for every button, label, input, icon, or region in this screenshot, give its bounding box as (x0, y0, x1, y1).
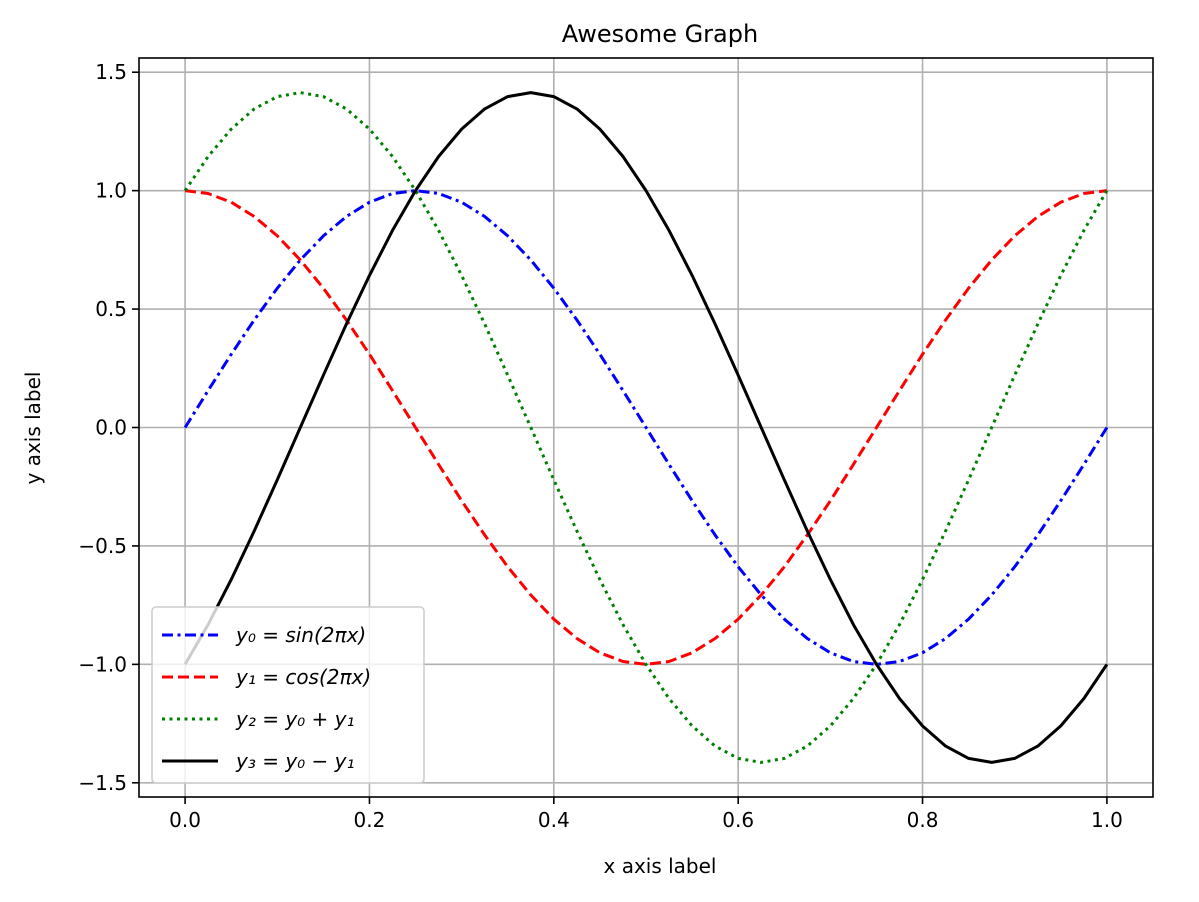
y-tick-label: −1.5 (78, 771, 127, 795)
x-tick-label: 0.0 (169, 808, 201, 832)
y-tick-label: −1.0 (78, 652, 127, 676)
series-line-1 (184, 189, 1108, 666)
ticks: 0.0 0.2 0.4 0.6 0.8 1.0 −1.5 −1.0 −0.5 0.0 0.5 1.0 1… (78, 60, 1122, 832)
x-tick-label: 0.2 (354, 808, 386, 832)
series-line-2 (183, 91, 1109, 764)
x-tick-label: 0.8 (907, 808, 939, 832)
series-line-0 (183, 189, 1109, 666)
chart-title: Awesome Graph (562, 20, 758, 48)
legend-label-0: y₀ = sin(2πx) (235, 623, 366, 647)
legend-label-1: y₁ = cos(2πx) (235, 665, 371, 689)
y-tick-label: 1.0 (95, 179, 127, 203)
x-tick-label: 1.0 (1091, 808, 1123, 832)
x-tick-label: 0.4 (538, 808, 570, 832)
y-tick-label: 1.5 (95, 60, 127, 84)
series-lines (183, 91, 1109, 764)
series-line-3 (183, 91, 1109, 764)
x-axis-label: x axis label (604, 854, 717, 878)
y-tick-label: 0.0 (95, 416, 127, 440)
y-tick-label: −0.5 (78, 534, 127, 558)
y-axis-label: y axis label (21, 372, 45, 485)
legend-label-2: y₂ = y₀ + y₁ (235, 707, 355, 731)
legend-box (151, 606, 425, 784)
x-tick-label: 0.6 (722, 808, 754, 832)
legend: y₀ = sin(2πx) y₁ = cos(2πx) y₂ = y₀ + y₁ y₃… (151, 606, 425, 784)
legend-label-3: y₃ = y₀ − y₁ (235, 749, 355, 773)
y-tick-label: 0.5 (95, 297, 127, 321)
